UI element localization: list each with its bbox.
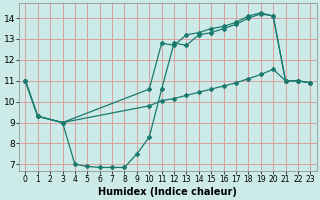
X-axis label: Humidex (Indice chaleur): Humidex (Indice chaleur) — [98, 187, 237, 197]
